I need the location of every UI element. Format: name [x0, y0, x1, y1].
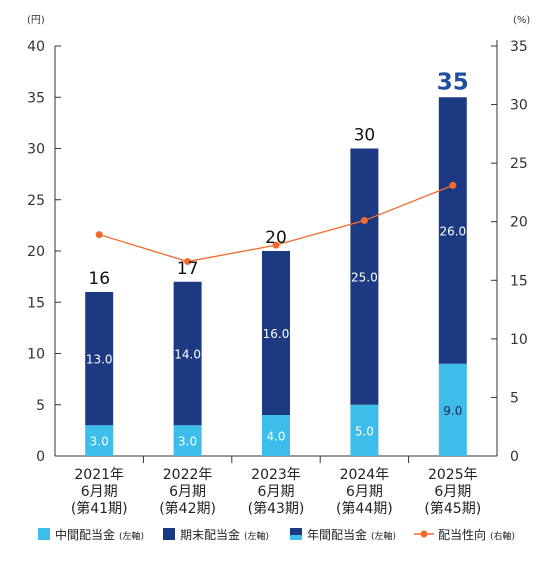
payout-ratio-point — [449, 181, 457, 189]
data-label-interim: 4.0 — [266, 430, 285, 444]
data-label-interim: 9.0 — [443, 404, 462, 418]
right-tick-label: 30 — [510, 98, 528, 114]
right-tick-label: 15 — [510, 273, 528, 289]
bar-year-end — [350, 148, 379, 405]
bar-year-end — [173, 281, 202, 426]
right-tick-label: 10 — [510, 332, 528, 348]
data-label-interim: 3.0 — [90, 435, 109, 449]
right-tick-label: 25 — [510, 156, 528, 172]
bar-interim — [350, 404, 379, 456]
x-tick-label: (第45期) — [424, 500, 481, 517]
left-tick-label: 40 — [27, 39, 45, 55]
payout-ratio-point — [272, 241, 280, 249]
bar-interim — [262, 415, 290, 456]
bar-interim — [173, 425, 202, 456]
x-tick-label: (第43期) — [248, 500, 305, 517]
x-tick-label: (第42期) — [159, 500, 216, 517]
right-tick-label: 0 — [510, 449, 519, 465]
total-label: 20 — [265, 228, 287, 248]
left-tick-label: 10 — [27, 347, 45, 363]
right-tick-label: 35 — [510, 39, 528, 55]
axes-group: 0 5 10 15 20 25 30 35 40 0 5 10 15 20 25 30 35 (円) (%) 2021… — [27, 15, 530, 517]
x-tick-label: 6月期 — [346, 484, 383, 500]
x-tick-label: 2021年 — [74, 467, 124, 483]
legend-label-year-end: 期末配当金 (左軸) — [180, 527, 269, 542]
x-tick-label: 2025年 — [428, 467, 478, 483]
legend-label-annual: 年間配当金 (左軸) — [307, 527, 396, 542]
x-tick-label: 2023年 — [251, 467, 301, 483]
data-label-interim: 3.0 — [178, 435, 197, 449]
right-axis-unit: (%) — [513, 15, 530, 26]
legend-swatch-annual-top — [290, 528, 302, 535]
legend-label-interim: 中間配当金 (左軸) — [55, 527, 144, 542]
left-axis-unit: (円) — [27, 15, 45, 26]
left-tick-label: 35 — [27, 90, 45, 106]
left-tick-label: 25 — [27, 193, 45, 209]
x-tick-label: 6月期 — [169, 484, 206, 500]
left-tick-label: 30 — [27, 142, 45, 158]
legend-swatch-interim — [38, 528, 50, 540]
x-tick-label: 6月期 — [434, 484, 471, 500]
legend-swatch-annual-bottom — [290, 535, 302, 540]
x-tick-label: 6月期 — [258, 484, 295, 500]
labels-group: 3.0 13.0 16 3.0 14.0 17 4.0 16.0 20 5.0 25.0 30 9.0 2… — [86, 69, 469, 448]
x-tick-label: (第44期) — [336, 500, 393, 517]
left-tick-label: 0 — [36, 449, 45, 465]
bar-interim — [438, 363, 467, 456]
total-label: 16 — [88, 269, 110, 289]
bar-year-end — [262, 251, 290, 415]
legend: 中間配当金 (左軸) 期末配当金 (左軸) 年間配当金 (左軸) 配当性向 (右軸) — [38, 527, 515, 542]
payout-ratio-point — [184, 258, 192, 266]
payout-line-group — [95, 181, 457, 266]
data-label-year-end: 13.0 — [86, 353, 113, 367]
left-tick-label: 5 — [36, 398, 45, 414]
x-tick-label: 2024年 — [340, 467, 390, 483]
legend-swatch-payout-point — [420, 530, 428, 538]
total-label: 30 — [354, 126, 376, 146]
total-label: 35 — [437, 69, 469, 95]
right-tick-label: 20 — [510, 215, 528, 231]
data-label-year-end: 25.0 — [351, 271, 378, 285]
legend-swatch-year-end — [163, 528, 175, 540]
payout-ratio-point — [95, 231, 103, 239]
bar-year-end — [438, 97, 467, 364]
bars-group — [85, 97, 467, 456]
payout-ratio-line — [99, 184, 454, 263]
legend-label-payout: 配当性向 (右軸) — [438, 527, 515, 542]
left-tick-label: 20 — [27, 244, 45, 260]
bar-interim — [85, 425, 114, 456]
data-label-year-end: 14.0 — [174, 348, 201, 362]
x-tick-label: (第41期) — [71, 500, 128, 517]
data-label-year-end: 26.0 — [439, 225, 466, 239]
right-tick-label: 5 — [510, 390, 519, 406]
data-label-year-end: 16.0 — [263, 327, 290, 341]
x-tick-label: 2022年 — [163, 467, 213, 483]
left-tick-label: 15 — [27, 295, 45, 311]
data-label-interim: 5.0 — [355, 424, 374, 438]
total-label: 17 — [177, 259, 199, 279]
payout-ratio-point — [360, 217, 368, 225]
x-tick-label: 6月期 — [81, 484, 118, 500]
bar-year-end — [85, 292, 114, 426]
